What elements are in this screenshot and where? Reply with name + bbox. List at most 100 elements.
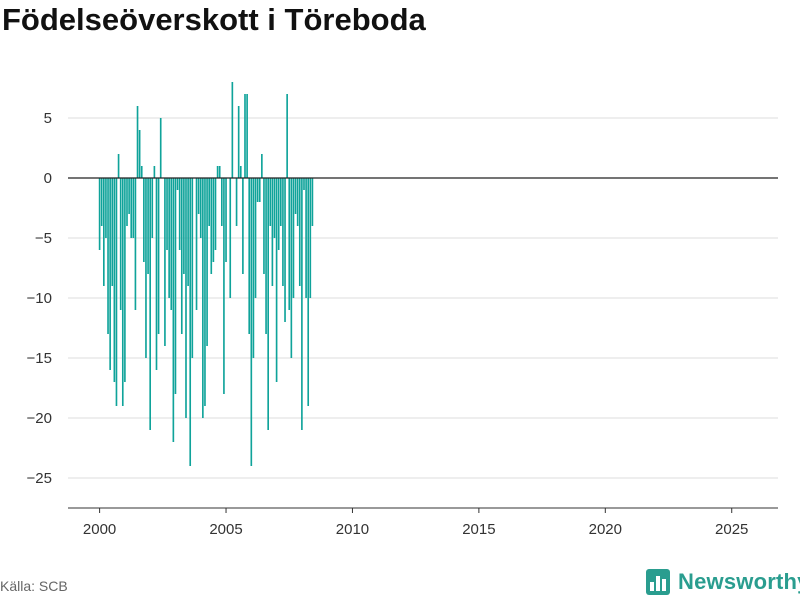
bar [136,106,139,178]
bar [151,178,154,238]
y-tick-label: −15 [27,350,52,367]
bar [223,178,225,394]
bar [225,178,227,262]
axes [68,177,778,513]
bar [183,178,185,274]
bar [290,178,293,358]
bar [229,178,232,298]
bar-chart-logo-icon [646,569,670,595]
bars [98,82,314,466]
bar [155,178,158,370]
bar [254,178,257,298]
bar [195,178,198,310]
bar [100,178,103,226]
x-tick-label: 2020 [589,521,622,538]
bar [231,82,234,178]
brand-logo[interactable]: Newsworthy [646,569,800,595]
bar [277,178,280,250]
x-tick-label: 2015 [462,521,495,538]
bar [153,166,156,178]
bar [267,178,269,430]
bar [157,178,160,334]
brand-name: Newsworthy [678,569,800,594]
bar [284,178,286,322]
y-tick-label: −25 [27,470,52,487]
bar [307,178,310,406]
y-tick-label: −20 [27,410,52,427]
bar [159,118,162,178]
bar [208,178,210,226]
bar [119,178,122,310]
bar [237,106,240,178]
bar [250,178,253,466]
bar [218,166,221,178]
bar [202,178,204,418]
bar [170,178,173,310]
bar [282,178,284,286]
bar [109,178,111,370]
bar [138,130,141,178]
bar [305,178,307,298]
bar [147,178,149,274]
bar [279,178,282,226]
bar [107,178,109,334]
tick-labels: 5 0 −5 −10 −15 −20 −25 2000 2005 2010 2015 2020 2025 [27,110,749,538]
bar [210,178,213,274]
bar [296,178,299,226]
x-tick-label: 2025 [715,521,748,538]
bar [239,166,242,178]
bar [216,166,219,178]
bar [113,178,116,382]
bar [206,178,208,346]
x-tick-label: 2000 [83,521,116,538]
bar [128,178,130,214]
bar [292,178,295,298]
bar [185,178,187,418]
bar [286,94,288,178]
bar [121,178,124,406]
bar [214,178,217,250]
bar [220,178,223,226]
x-tick-label: 2005 [209,521,242,538]
bar [126,178,128,226]
chart-title: Födelseöverskott i Töreboda [2,2,426,37]
bar [288,178,291,310]
y-tick-label: 0 [44,170,52,187]
bar [180,178,183,334]
bar [189,178,192,466]
bar [172,178,175,442]
bar [235,178,238,226]
bar [166,178,168,250]
bar [256,178,259,202]
bar [244,94,246,178]
bar [275,178,278,382]
bar [134,178,137,310]
bar [124,178,126,382]
bar [197,178,200,214]
bar [246,94,248,178]
bar [212,178,215,262]
bar [140,166,143,178]
y-tick-label: 5 [44,110,52,127]
source-note: Källa: SCB [0,578,68,594]
bar [265,178,267,334]
bar [269,178,272,226]
bar [309,178,312,298]
bar [178,178,181,250]
x-tick-label: 2010 [336,521,369,538]
bar [191,178,194,358]
bar [199,178,202,238]
bar [261,154,263,178]
bar [294,178,297,214]
bar [132,178,135,238]
bar [204,178,206,406]
y-tick-label: −5 [35,230,52,247]
bar [311,178,314,226]
bar [187,178,189,286]
bar [258,178,261,202]
bar [303,178,305,190]
y-tick-label: −10 [27,290,52,307]
bar [111,178,114,286]
bar [105,178,107,238]
bar [149,178,151,430]
